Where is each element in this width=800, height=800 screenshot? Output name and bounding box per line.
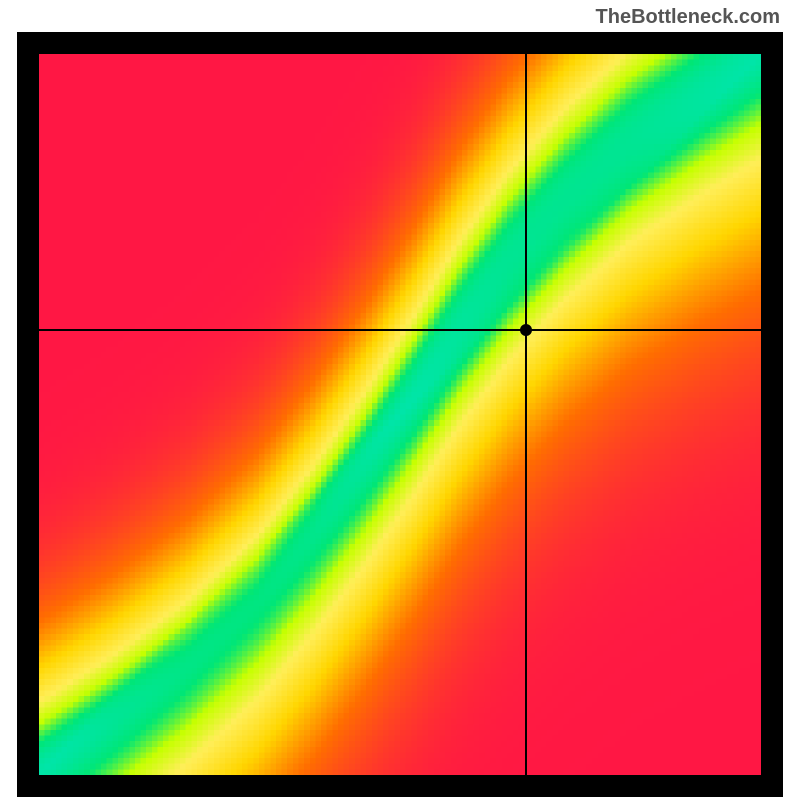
chart-container: TheBottleneck.com: [0, 0, 800, 800]
plot-area: [39, 54, 761, 775]
crosshair-marker: [520, 324, 532, 336]
crosshair-horizontal: [39, 329, 761, 331]
crosshair-vertical: [525, 54, 527, 775]
plot-frame: [17, 32, 783, 797]
heatmap-canvas: [39, 54, 761, 775]
watermark-text: TheBottleneck.com: [596, 6, 780, 29]
